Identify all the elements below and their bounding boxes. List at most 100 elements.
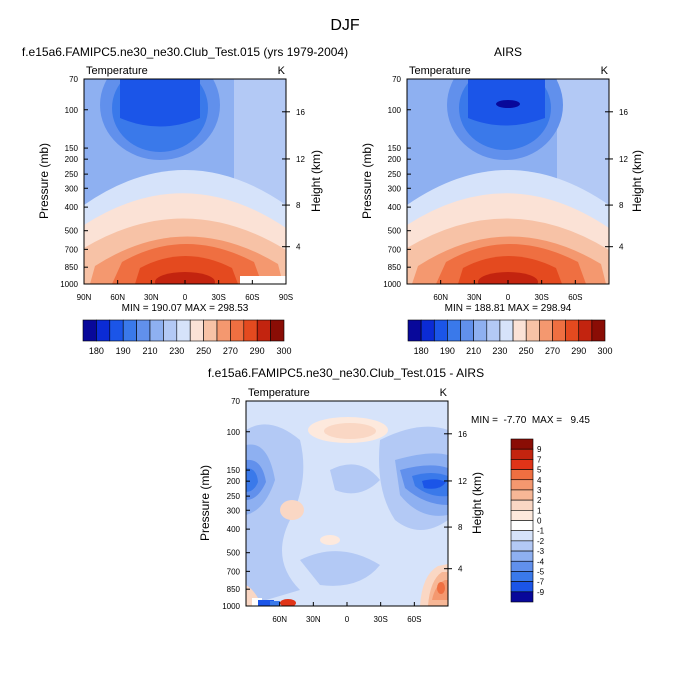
difference-colorbar-label: -9: [537, 588, 545, 597]
difference-colorbar-swatch: [510, 550, 534, 562]
model-variable-label: Temperature: [86, 65, 148, 77]
model-colorbar-swatch: [136, 319, 151, 342]
model-colorbar-swatch: [122, 319, 137, 342]
difference-height-ticks: 16 12 8 4: [444, 430, 467, 574]
difference-colorbar-swatch: [510, 560, 534, 572]
model-y-tick-label: 700: [65, 245, 79, 254]
difference-colorbar-label: 0: [537, 517, 542, 526]
airs-colorbar-swatch: [433, 319, 448, 342]
difference-stats: MIN = -7.70 MAX = 9.45: [471, 415, 590, 426]
model-y-tick-label: 400: [65, 203, 79, 212]
model-colorbar-swatch: [96, 319, 111, 342]
difference-y-tick-label: 100: [227, 428, 241, 437]
difference-y-tick-label: 150: [227, 466, 241, 475]
airs-colorbar-swatch: [591, 319, 606, 342]
difference-colorbar-label: -3: [537, 547, 545, 556]
airs-colorbar-label: 270: [545, 346, 560, 356]
model-panel: f.e15a6.FAMIPC5.ne30_ne30.Club_Test.015 …: [22, 45, 348, 356]
model-colorbar-label: 290: [250, 346, 265, 356]
difference-colorbar-swatch: [510, 520, 534, 531]
difference-colorbar-swatch: [510, 469, 534, 481]
model-colorbar-swatch: [149, 319, 164, 342]
model-colorbar-label: 270: [223, 346, 238, 356]
model-colorbar-label: 230: [169, 346, 184, 356]
airs-y-tick-label: 850: [388, 263, 402, 272]
airs-y-tick-label: 150: [388, 144, 402, 153]
model-colorbar-label: 190: [116, 346, 131, 356]
model-contour-field: [84, 79, 286, 284]
difference-y-ticks: 70 100 150 200 250 300 400 500 700 850 1000: [222, 397, 250, 611]
model-x-tick-label: 60S: [245, 293, 259, 302]
model-height-tick-label: 4: [296, 243, 301, 252]
difference-colorbar-swatch: [510, 448, 534, 460]
difference-colorbar-label: 1: [537, 506, 542, 515]
difference-height-tick-label: 16: [458, 430, 467, 439]
difference-colorbar-swatch: [510, 479, 534, 491]
difference-colorbar-swatch: [510, 459, 534, 470]
airs-x-tick-label: 0: [506, 293, 511, 302]
model-colorbar-swatch: [270, 319, 285, 342]
difference-panel: f.e15a6.FAMIPC5.ne30_ne30.Club_Test.015 …: [198, 366, 590, 624]
airs-y-tick-label: 70: [392, 75, 401, 84]
difference-colorbar-swatch: [510, 530, 534, 542]
model-y-tick-label: 70: [69, 75, 78, 84]
model-colorbar-swatch: [109, 319, 124, 342]
model-y-tick-label: 300: [65, 184, 79, 193]
difference-variable-label: Temperature: [248, 387, 310, 399]
airs-colorbar-label: 300: [597, 346, 612, 356]
difference-y-tick-label: 850: [227, 585, 241, 594]
airs-colorbar-label: 230: [492, 346, 507, 356]
difference-colorbar-label: -4: [537, 557, 545, 566]
difference-x-ticks: 60N 30N 0 30S 60S: [272, 602, 421, 624]
difference-contour-field: [246, 401, 448, 606]
airs-colorbar-label: 190: [440, 346, 455, 356]
model-stats: MIN = 190.07 MAX = 298.53: [122, 303, 249, 314]
difference-y-tick-label: 400: [227, 525, 241, 534]
airs-x-tick-label: 30N: [467, 293, 482, 302]
airs-colorbar-swatch: [460, 319, 474, 342]
model-x-tick-label: 90N: [77, 293, 92, 302]
model-units-label: K: [278, 65, 286, 77]
difference-colorbar-swatch: [510, 438, 534, 450]
difference-colorbar-label: 7: [537, 455, 542, 464]
airs-colorbar-swatch: [420, 319, 435, 342]
difference-y-tick-label: 250: [227, 492, 241, 501]
model-colorbar-swatch: [243, 319, 258, 342]
airs-height-tick-label: 8: [619, 201, 624, 210]
difference-colorbar-swatch: [510, 499, 534, 511]
model-y-tick-label: 250: [65, 170, 79, 179]
model-colorbar-label: 180: [89, 346, 104, 356]
airs-height-tick-label: 12: [619, 155, 628, 164]
airs-height-axis-title: Height (km): [630, 150, 644, 212]
model-height-ticks: 16 12 8 4: [282, 108, 305, 252]
model-height-tick-label: 12: [296, 155, 305, 164]
difference-x-tick-label: 60S: [407, 615, 421, 624]
airs-height-tick-label: 16: [619, 108, 628, 117]
airs-colorbar-swatch: [539, 319, 553, 342]
airs-y-tick-label: 500: [388, 227, 402, 236]
airs-y-ticks: 70 100 150 200 250 300 400 500 700 850 1000: [383, 75, 411, 289]
airs-x-tick-label: 60N: [433, 293, 448, 302]
airs-x-tick-label: 30S: [535, 293, 549, 302]
difference-x-tick-label: 30S: [374, 615, 388, 624]
difference-colorbar-label: -1: [537, 527, 545, 536]
airs-colorbar-swatch: [578, 319, 593, 342]
difference-colorbar-swatch: [510, 510, 534, 521]
airs-panel-title: AIRS: [494, 45, 522, 59]
difference-x-tick-label: 0: [345, 615, 350, 624]
model-y-tick-label: 850: [65, 263, 79, 272]
airs-y-axis-title: Pressure (mb): [360, 143, 374, 219]
model-colorbar-swatch: [189, 319, 204, 342]
difference-height-tick-label: 12: [458, 477, 467, 486]
airs-y-tick-label: 250: [388, 170, 402, 179]
airs-variable-label: Temperature: [409, 65, 471, 77]
model-y-axis-title: Pressure (mb): [37, 143, 51, 219]
difference-units-label: K: [440, 387, 448, 399]
difference-colorbar-swatch: [510, 489, 534, 501]
difference-panel-title: f.e15a6.FAMIPC5.ne30_ne30.Club_Test.015 …: [208, 366, 484, 380]
airs-colorbar-label: 180: [414, 346, 429, 356]
airs-height-ticks: 16 12 8 4: [605, 108, 628, 252]
model-colorbar-label: 250: [196, 346, 211, 356]
airs-colorbar-swatch: [565, 319, 580, 342]
model-y-tick-label: 1000: [60, 280, 78, 289]
